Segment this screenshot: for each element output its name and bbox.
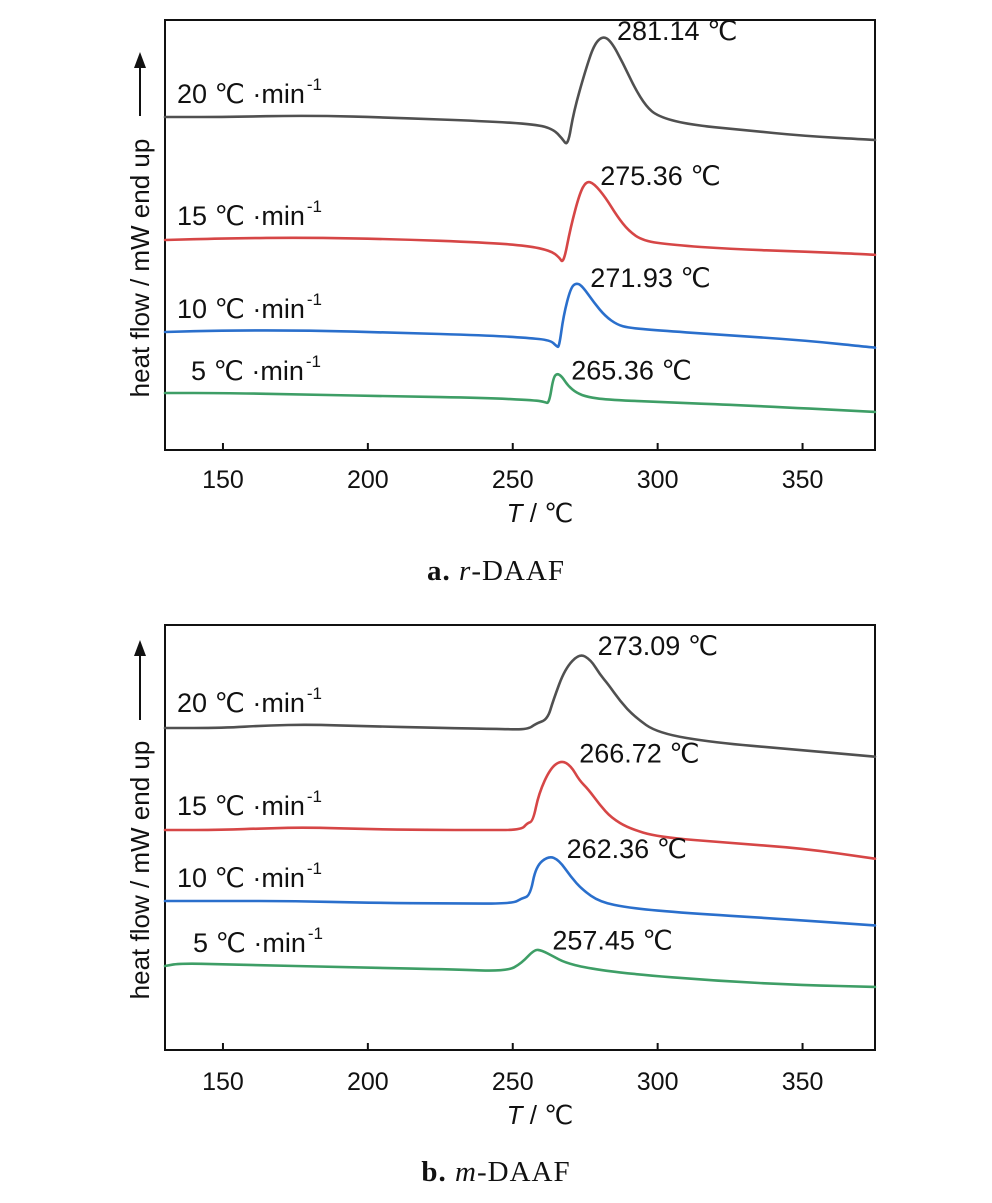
y-axis-title: heat flow / mW end up: [125, 741, 155, 1000]
rate-exponent: -1: [307, 75, 322, 94]
rate-text: 15 ℃ ·min: [177, 201, 305, 231]
peak-temperature-label: 275.36 ℃: [600, 161, 720, 191]
series-line-20-per-min: [163, 36, 877, 145]
x-tick-label: 300: [637, 1068, 679, 1096]
x-axis-unit: / ℃: [523, 498, 574, 528]
series-line-15-per-min: [163, 760, 877, 860]
series-line-10-per-min: [163, 856, 877, 927]
rate-exponent: -1: [307, 684, 322, 703]
peak-temperature-label: 273.09 ℃: [598, 631, 718, 661]
rate-exponent: -1: [307, 290, 322, 309]
x-tick-label: 350: [782, 1068, 824, 1096]
rate-exponent: -1: [306, 352, 321, 371]
rate-text: 10 ℃ ·min: [177, 294, 305, 324]
panel-name: -DAAF: [477, 1156, 571, 1188]
x-axis-title: T / ℃: [507, 498, 574, 528]
rate-exponent: -1: [307, 859, 322, 878]
series-line-5-per-min: [163, 372, 877, 414]
panel-prefix: r: [459, 555, 471, 587]
rate-text: 5 ℃ ·min: [191, 356, 304, 386]
rate-exponent: -1: [307, 787, 322, 806]
series-rate-label: 10 ℃ ·min -1: [177, 859, 322, 893]
rate-text: 10 ℃ ·min: [177, 863, 305, 893]
rate-text: 20 ℃ ·min: [177, 688, 305, 718]
panel-letter: b.: [421, 1156, 455, 1188]
rate-exponent: -1: [308, 924, 323, 943]
x-tick-label: 150: [202, 466, 244, 494]
x-tick-label: 150: [202, 1068, 244, 1096]
x-tick-label: 250: [492, 466, 534, 494]
series-rate-label: 5 ℃ ·min -1: [193, 924, 323, 958]
panel-caption: b. m-DAAF: [421, 1156, 570, 1188]
x-tick-label: 300: [637, 466, 679, 494]
peak-temperature-label: 266.72 ℃: [579, 738, 699, 768]
peak-temperature-label: 257.45 ℃: [552, 925, 672, 955]
endo-arrow-head: [134, 640, 146, 656]
rate-exponent: -1: [307, 197, 322, 216]
series-line-15-per-min: [163, 180, 877, 263]
panel-caption: a. r-DAAF: [427, 555, 565, 587]
chart-panel-b: 150 200 250 300 350 T / ℃ heat flow / mW end u…: [125, 624, 877, 1188]
panel-name: -DAAF: [471, 555, 565, 587]
endo-arrow-head: [134, 52, 146, 68]
series-rate-label: 15 ℃ ·min -1: [177, 787, 322, 821]
peak-temperature-label: 271.93 ℃: [590, 263, 710, 293]
peak-temperature-label: 281.14 ℃: [617, 16, 737, 46]
series-rate-label: 20 ℃ ·min -1: [177, 75, 322, 109]
plot-frame: [164, 624, 876, 1051]
x-axis-variable: T: [507, 498, 525, 528]
chart-panel-a: 150 200 250 300 350 T / ℃ heat flow / mW end u…: [125, 16, 877, 587]
x-tick-label: 250: [492, 1068, 534, 1096]
series-line-5-per-min: [163, 948, 877, 989]
rate-text: 5 ℃ ·min: [193, 928, 306, 958]
x-tick-label: 200: [347, 466, 389, 494]
x-tick-label: 350: [782, 466, 824, 494]
x-tick-label: 200: [347, 1068, 389, 1096]
plot-frame: [164, 19, 876, 451]
series-rate-label: 15 ℃ ·min -1: [177, 197, 322, 231]
series-rate-label: 20 ℃ ·min -1: [177, 684, 322, 718]
rate-text: 20 ℃ ·min: [177, 79, 305, 109]
series-rate-label: 5 ℃ ·min -1: [191, 352, 321, 386]
panel-letter: a.: [427, 555, 459, 587]
panel-prefix: m: [455, 1156, 477, 1188]
rate-text: 15 ℃ ·min: [177, 791, 305, 821]
peak-temperature-label: 262.36 ℃: [567, 834, 687, 864]
y-axis-title: heat flow / mW end up: [125, 139, 155, 398]
series-line-10-per-min: [163, 282, 877, 349]
series-rate-label: 10 ℃ ·min -1: [177, 290, 322, 324]
peak-temperature-label: 265.36 ℃: [571, 355, 691, 385]
series-line-20-per-min: [163, 654, 877, 758]
x-axis-variable: T: [507, 1100, 525, 1130]
x-axis-unit: / ℃: [523, 1100, 574, 1130]
x-axis-title: T / ℃: [507, 1100, 574, 1130]
